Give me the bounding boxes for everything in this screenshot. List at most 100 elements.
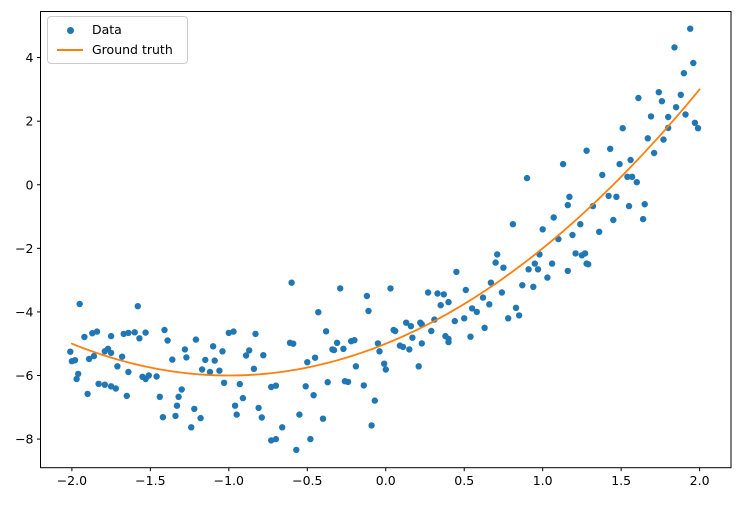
scatter-point — [481, 324, 488, 331]
scatter-point — [577, 221, 584, 228]
scatter-point — [680, 70, 688, 77]
scatter-point — [125, 329, 132, 337]
scatter-point — [641, 201, 648, 208]
scatter-point — [134, 303, 141, 310]
x-axis-tick-label: −1.0 — [214, 473, 244, 488]
scatter-point — [84, 390, 91, 398]
scatter-point — [583, 147, 590, 154]
scatter-point — [418, 340, 425, 347]
scatter-point — [424, 289, 432, 296]
scatter-point — [337, 285, 344, 292]
scatter-point — [581, 250, 589, 257]
scatter-point — [550, 214, 557, 221]
scatter-point — [67, 348, 74, 355]
scatter-point — [687, 25, 694, 32]
scatter-point — [250, 365, 258, 372]
scatter-point — [272, 435, 280, 443]
scatter-point — [233, 411, 240, 418]
scatter-point — [616, 160, 623, 168]
scatter-point — [523, 174, 531, 182]
scatter-point — [114, 363, 121, 370]
scatter-point — [324, 379, 331, 386]
scatter-point — [500, 264, 507, 271]
scatter-point — [534, 266, 542, 273]
scatter-point — [112, 385, 120, 392]
scatter-point — [344, 378, 352, 386]
data-marker-icon — [48, 26, 92, 34]
scatter-point — [142, 329, 149, 336]
scatter-point — [333, 339, 341, 346]
scatter-point — [569, 231, 576, 239]
scatter-point — [322, 328, 330, 335]
scatter-point — [279, 424, 286, 431]
scatter-point — [311, 354, 319, 361]
scatter-point — [156, 393, 163, 400]
scatter-point — [406, 346, 413, 353]
scatter-point — [633, 179, 640, 186]
scatter-point — [376, 348, 383, 355]
scatter-point — [415, 363, 422, 370]
scatter-point — [628, 173, 636, 180]
scatter-point — [293, 446, 300, 454]
ground-truth-curve — [70, 88, 701, 377]
scatter-point — [650, 149, 658, 157]
scatter-point — [461, 315, 468, 322]
scatter-point — [462, 286, 469, 294]
scatter-point — [409, 334, 416, 341]
scatter-point — [647, 113, 655, 120]
scatter-point — [566, 193, 573, 200]
scatter-point — [198, 366, 206, 373]
scatter-point — [258, 414, 265, 421]
y-axis-tick-label: 0 — [26, 177, 34, 192]
scatter-point — [559, 160, 567, 168]
scatter-point — [368, 422, 375, 429]
scatter-point — [539, 226, 546, 233]
scatter-point — [188, 424, 195, 431]
x-axis-tick-label: −1.5 — [135, 473, 165, 488]
scatter-point — [183, 354, 190, 361]
scatter-point — [181, 346, 189, 353]
x-axis-tick-label: −0.5 — [292, 473, 322, 488]
x-axis-tick-label: 0.0 — [376, 473, 396, 488]
scatter-point — [619, 125, 626, 132]
y-axis-tick-label: −8 — [15, 432, 33, 447]
scatter-point — [382, 366, 389, 373]
scatter-point — [610, 216, 617, 224]
scatter-point — [677, 91, 684, 99]
scatter-point — [296, 411, 303, 418]
scatter-point — [351, 337, 358, 344]
scatter-point — [627, 156, 634, 164]
legend-label-data: Data — [92, 22, 122, 37]
scatter-point — [625, 202, 633, 210]
scatter-point — [371, 397, 378, 404]
scatter-point — [694, 125, 702, 132]
scatter-point — [525, 266, 532, 273]
scatter-point — [682, 111, 689, 118]
scatter-point — [310, 392, 317, 399]
scatter-point — [211, 357, 218, 364]
scatter-point — [302, 383, 309, 390]
scatter-point — [468, 305, 476, 312]
x-axis-tick-label: 1.5 — [611, 473, 631, 488]
scatter-point — [548, 260, 556, 267]
scatter-point — [260, 352, 267, 359]
x-axis-tick-label: 0.5 — [454, 473, 474, 488]
scatter-point — [607, 145, 614, 152]
scatter-point — [219, 348, 226, 355]
scatter-point — [531, 260, 538, 267]
scatter-point — [136, 335, 143, 342]
x-axis: −2.0 −1.5 −1.0 −0.5 0.0 0.5 1.0 1.5 2.0 — [57, 467, 710, 488]
scatter-point — [75, 370, 82, 378]
scatter-point — [572, 250, 579, 257]
scatter-point — [206, 368, 214, 376]
scatter-point — [624, 173, 631, 180]
scatter-point — [246, 347, 253, 354]
scatter-point — [407, 323, 415, 330]
scatter-point — [445, 335, 452, 343]
scatter-point — [479, 294, 487, 301]
scatter-point — [644, 135, 651, 142]
scatter-point — [655, 89, 662, 96]
y-axis-tick-label: −4 — [15, 304, 33, 319]
